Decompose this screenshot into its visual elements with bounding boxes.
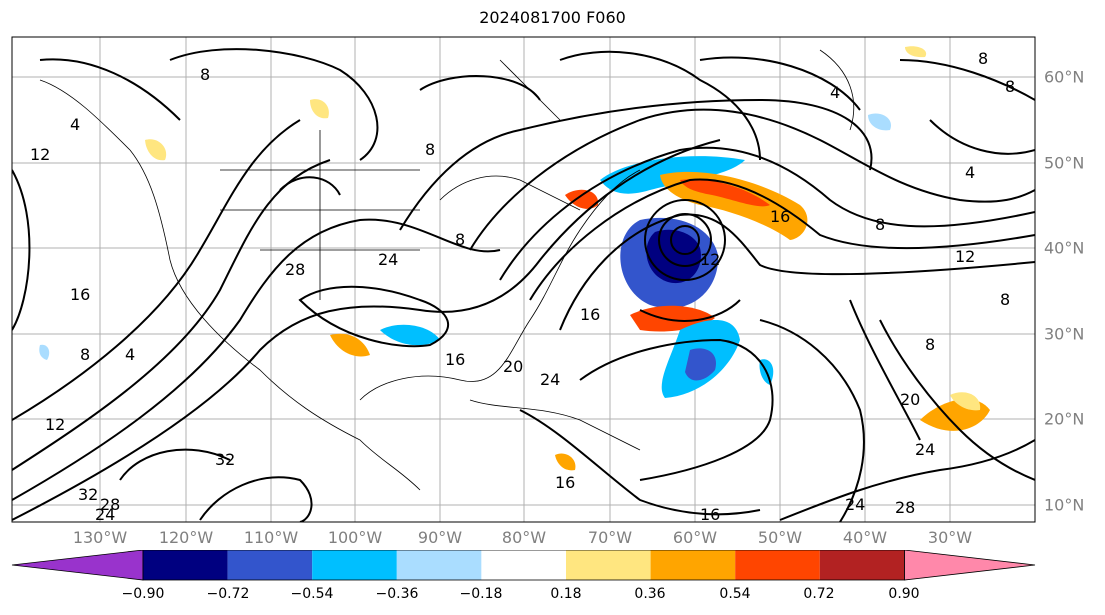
contour-label: 8 [925,335,935,354]
lat-label: 50°N [1044,153,1085,173]
colorbar-tick: −0.72 [206,586,250,602]
lon-label: 130°W [72,528,128,547]
contour-label: 16 [580,305,600,324]
contour-label: 24 [540,370,560,389]
contour-label: 16 [445,350,465,369]
contour-label: 4 [965,163,975,182]
contour-label: 20 [900,390,920,409]
contour-label: 8 [978,49,988,68]
lon-label: 120°W [158,528,214,547]
colorbar-segment [481,550,566,580]
contour-label: 16 [555,473,575,492]
chart-title: 2024081700 F060 [479,8,626,27]
contour-label: 8 [80,345,90,364]
contour-label: 24 [95,505,115,524]
contour-label: 8 [875,215,885,234]
contour-label: 24 [915,440,935,459]
colorbar-segment [227,550,313,580]
colorbar-tick: −0.18 [459,586,503,602]
colorbar-tick: 0.90 [888,586,920,602]
contour-label: 32 [215,450,235,469]
contour-label: 20 [503,357,523,376]
coastlines [39,49,854,491]
colorbar-segment [650,550,736,580]
contour-label: 4 [70,115,80,134]
colorbar-extend-low [11,550,144,581]
lon-label: 90°W [417,528,463,547]
map-frame [11,36,1036,523]
contour-label: 16 [70,285,90,304]
weather-map: 8 4 12 16 8 4 12 28 24 8 16 20 16 24 32 … [11,36,1036,524]
lat-label: 60°N [1044,67,1085,87]
contour-label: 4 [125,345,135,364]
contour-label: 8 [425,140,435,159]
lat-label: 40°N [1044,238,1085,258]
contour-label: 12 [955,247,975,266]
contour-label: 4 [830,83,840,102]
colorbar-tick: 0.54 [719,586,751,602]
colorbar-extend-high [904,550,1036,581]
lon-label: 30°W [927,528,973,547]
lat-label: 20°N [1044,409,1085,429]
colorbar-segment [819,550,905,580]
colorbar-segment [396,550,482,580]
contour-label: 8 [1000,290,1010,309]
lon-label: 40°W [842,528,888,547]
lat-label: 30°N [1044,324,1085,344]
lat-label: 10°N [1044,495,1085,515]
contour-label: 8 [1005,77,1015,96]
contour-label: 8 [200,65,210,84]
colorbar-tick: −0.54 [290,586,334,602]
lon-label: 100°W [327,528,383,547]
colorbar [11,550,1036,581]
lon-label: 50°W [757,528,803,547]
colorbar-segment [735,550,820,580]
colorbar-frame [142,550,905,581]
contour-label: 8 [455,230,465,249]
contour-label: 24 [378,250,398,269]
contour-label: 32 [78,485,98,504]
contour-label: 28 [285,260,305,279]
colorbar-tick: 0.18 [550,586,582,602]
lon-label: 60°W [672,528,718,547]
lon-label: 80°W [501,528,547,547]
colorbar-tick: 0.72 [803,586,835,602]
colorbar-segments [11,550,1036,581]
contour-labels: 8 4 12 16 8 4 12 28 24 8 16 20 16 24 32 … [30,49,1015,524]
contour-label: 12 [700,250,720,269]
contour-label: 28 [895,498,915,517]
colorbar-segment [566,550,651,580]
contour-label: 16 [700,505,720,524]
colorbar-tick: −0.90 [121,586,165,602]
contour-label: 12 [30,145,50,164]
colorbar-segment [312,550,397,580]
contour-label: 16 [770,207,790,226]
colorbar-tick: 0.36 [634,586,666,602]
colorbar-segment [143,550,228,580]
height-contours [12,48,1035,522]
contour-label: 12 [45,415,65,434]
contour-label: 24 [845,495,865,514]
anomaly-shading [39,46,990,471]
lon-label: 110°W [243,528,299,547]
contour-label: 28 [100,495,120,514]
lon-label: 70°W [587,528,633,547]
colorbar-tick: −0.36 [375,586,419,602]
